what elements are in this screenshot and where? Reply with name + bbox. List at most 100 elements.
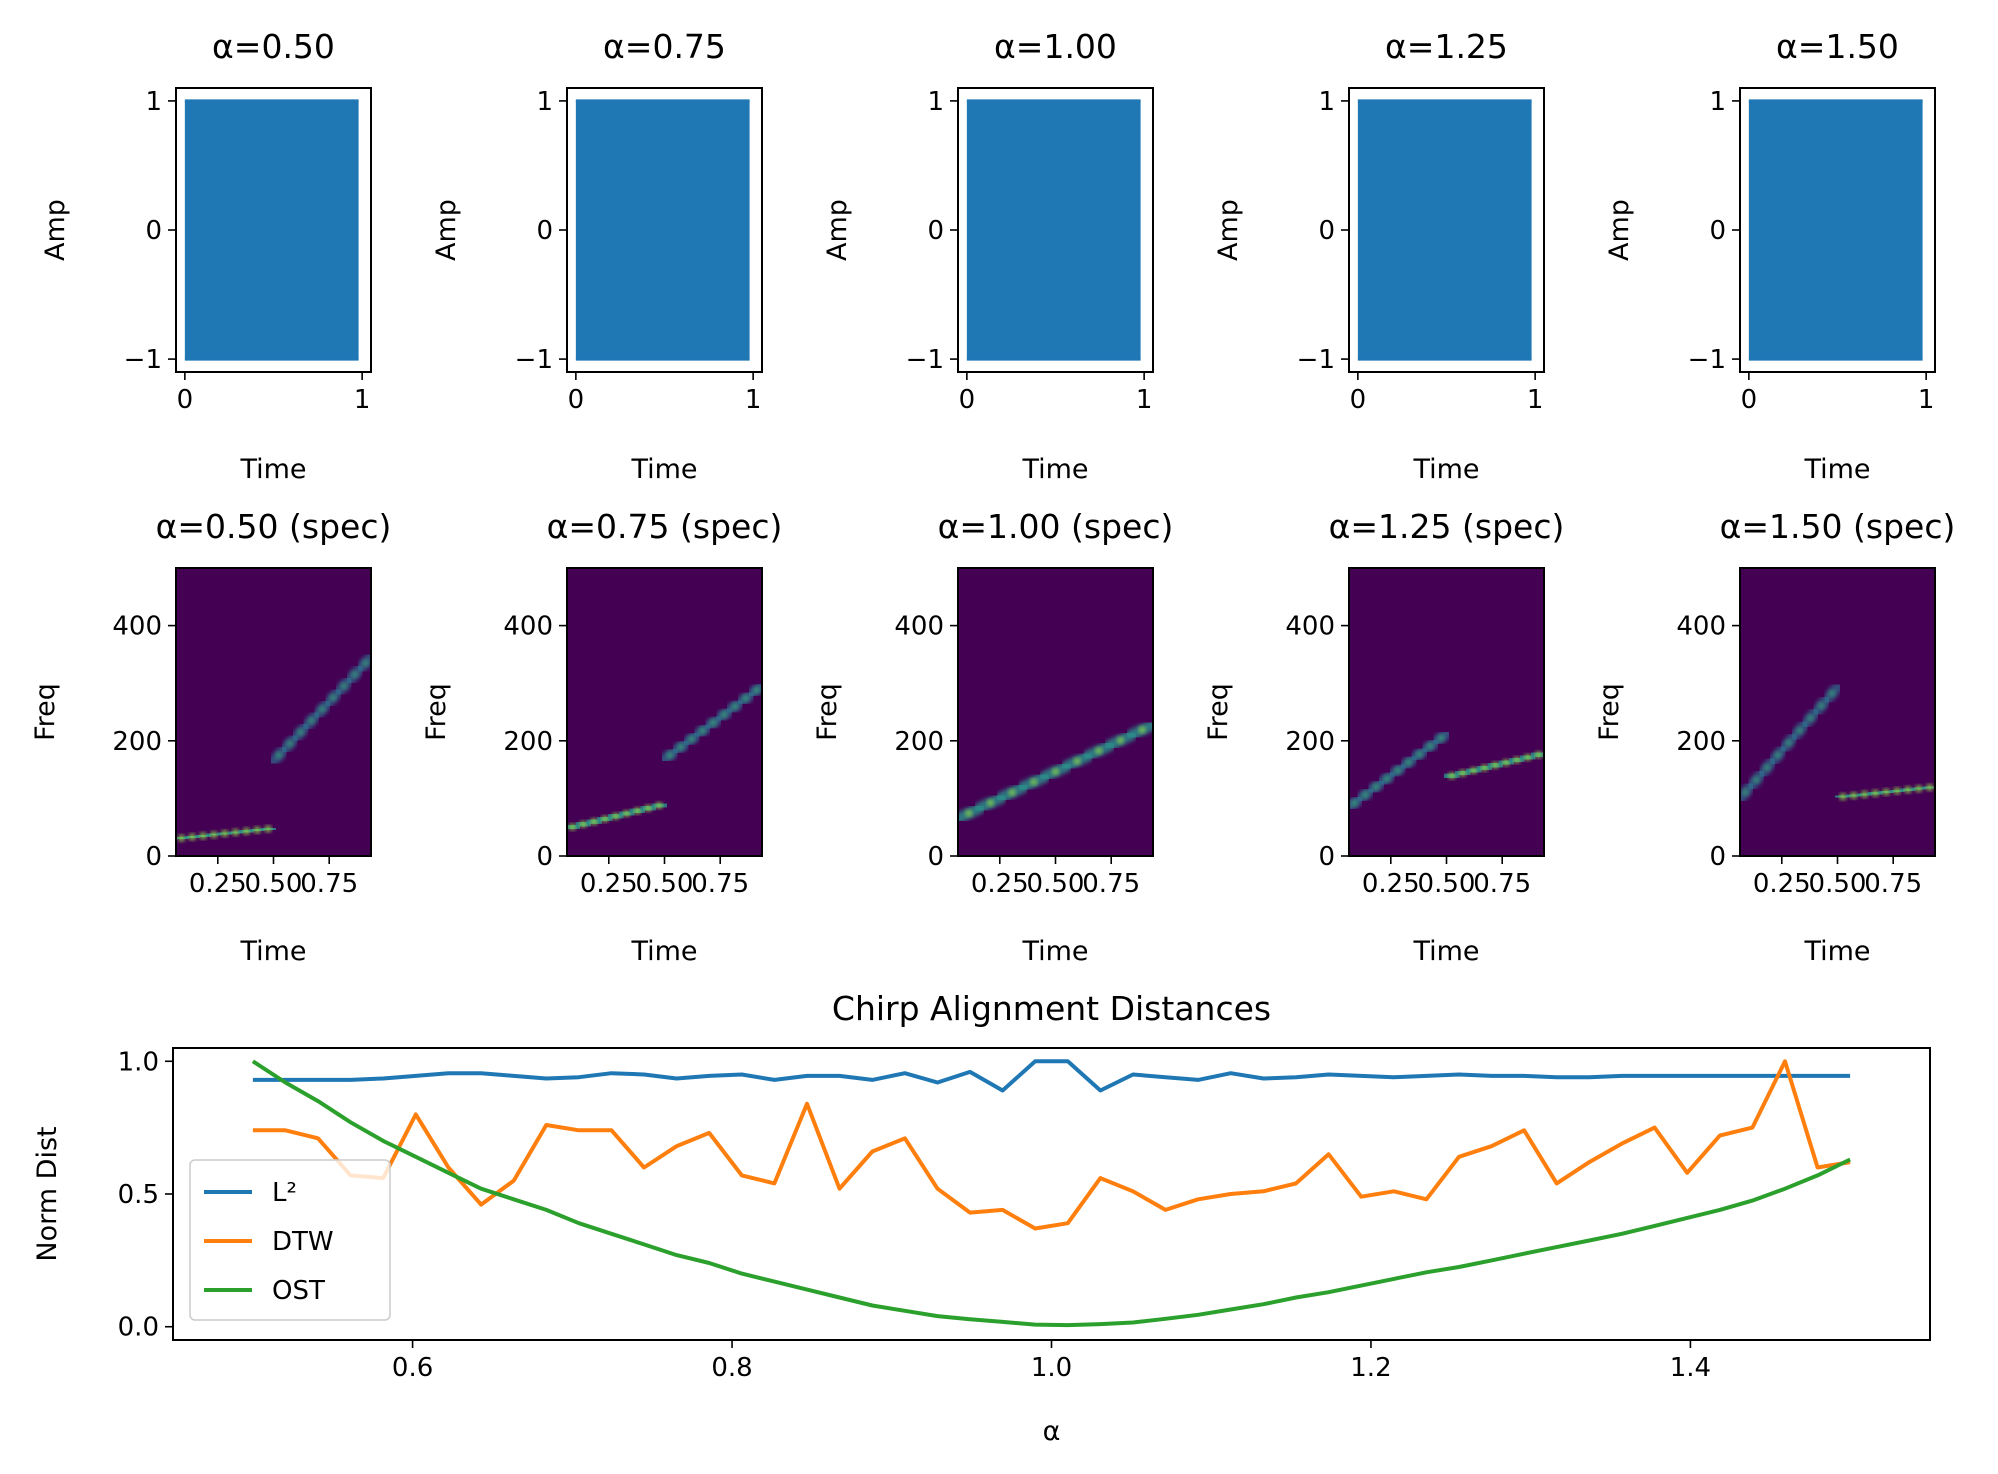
spec-panel-2-ylabel: Freq <box>421 683 452 741</box>
spec-panel-3-ytick-label: 400 <box>894 612 944 642</box>
spec-panel-2-title: α=0.75 (spec) <box>547 507 783 546</box>
series-line-3 <box>251 1059 1851 1328</box>
signal-panel-1-xlabel: Time <box>239 454 306 485</box>
spec-panel-4-ridge-highlight <box>1437 734 1445 742</box>
spec-panel-3-ytick-label: 200 <box>894 727 944 757</box>
signal-panel-5-xtick-label: 0 <box>1741 385 1758 415</box>
spec-panel-1-ytick-label: 0 <box>145 842 162 872</box>
signal-panel-1-xtick-label: 0 <box>177 385 194 415</box>
legend-label-1: L² <box>272 1178 297 1208</box>
spec-panel-3-ridge-highlight <box>1095 747 1103 755</box>
signal-panel-5-ytick-label: 1 <box>1709 87 1726 117</box>
spec-panel-2-xlabel: Time <box>630 936 697 967</box>
spec-panel-3-ridge-highlight <box>965 809 973 817</box>
signal-panel-2: 0 1 1 0 −1 α=0.75 Time Amp <box>431 27 763 485</box>
spec-panel-2-xtick-label: 0.25 <box>580 869 638 899</box>
spec-panel-5-ytick-label: 0 <box>1709 842 1726 872</box>
signal-panel-5-waveform <box>1748 100 1923 360</box>
signal-panel-1-title: α=0.50 <box>212 27 335 66</box>
spec-panel-4-xtick-label: 0.75 <box>1473 869 1531 899</box>
spec-panel-3-ridge-highlight <box>1117 736 1124 744</box>
spec-panel-5-ridge-highlight <box>1741 788 1749 796</box>
spec-panel-3-ytick-label: 0 <box>927 842 944 872</box>
spec-panel-2-ridge-highlight <box>753 686 761 694</box>
spec-panel-5-ridge-highlight <box>1817 702 1825 710</box>
signal-panel-5-xlabel: Time <box>1803 454 1870 485</box>
signal-panel-4-title: α=1.25 <box>1385 27 1508 66</box>
spec-panel-5-ridge-highlight <box>1752 776 1760 784</box>
spec-panel-1-ytick-label: 400 <box>112 612 162 642</box>
distance-chart-xtick-label: 0.6 <box>392 1353 433 1383</box>
distance-chart-ytick-label: 0.5 <box>118 1180 159 1210</box>
signal-panel-2-waveform <box>575 100 750 360</box>
spec-panel-3: 0.250.500.75 400 200 0 α=1.00 (spec) Time Freq <box>812 507 1173 967</box>
signal-panel-4-xtick-label: 1 <box>1527 385 1544 415</box>
signal-panel-2-ylabel: Amp <box>431 199 462 261</box>
signal-panel-4-waveform-edge <box>1357 99 1532 361</box>
signal-panel-5-xtick-label: 1 <box>1918 385 1935 415</box>
spec-panel-4-ridge-highlight <box>1535 751 1543 759</box>
spec-panel-4-xlabel: Time <box>1412 936 1479 967</box>
spec-panel-2-ytick-label: 400 <box>503 612 553 642</box>
signal-panel-4: 0 1 1 0 −1 α=1.25 Time Amp <box>1213 27 1545 485</box>
distance-chart-xtick-label: 1.0 <box>1031 1353 1072 1383</box>
spec-panel-3-background <box>958 568 1153 856</box>
signal-panel-1-waveform <box>184 100 359 360</box>
legend-label-3: OST <box>272 1276 325 1306</box>
spec-panel-3-ridge-highlight <box>1138 726 1146 734</box>
signal-panel-3-ytick-label: 0 <box>927 216 944 246</box>
spec-panel-3-ridge-highlight <box>1008 788 1016 796</box>
signal-panel-3-xlabel: Time <box>1021 454 1088 485</box>
signal-panel-4-ytick-label: −1 <box>1297 345 1335 375</box>
signal-panel-3-ytick-label: −1 <box>906 345 944 375</box>
spec-panel-4-ytick-label: 0 <box>1318 842 1335 872</box>
spec-panel-3-ridge-highlight <box>1030 778 1038 786</box>
spec-panel-2-xtick-label: 0.75 <box>691 869 749 899</box>
spec-panel-3-xtick-label: 0.50 <box>1027 869 1085 899</box>
spec-panel-2-ridges <box>567 680 762 834</box>
spec-panel-3-xtick-label: 0.25 <box>971 869 1029 899</box>
spec-panel-1-ridge-highlight <box>264 825 272 833</box>
distance-chart-ytick-label: 0.0 <box>118 1313 159 1343</box>
spec-panel-4-ytick-label: 200 <box>1285 727 1335 757</box>
signal-panel-1-ylabel: Amp <box>40 199 71 261</box>
spec-panel-5-ridge-highlight <box>1785 739 1793 747</box>
signal-panel-3-xtick-label: 0 <box>959 385 976 415</box>
signal-panel-4-ylabel: Amp <box>1213 199 1244 261</box>
spec-panel-1-ytick-label: 200 <box>112 727 162 757</box>
signal-panel-2-waveform-edge <box>575 99 750 361</box>
distance-chart-ylabel: Norm Dist <box>32 1126 63 1261</box>
spec-panel-4: 0.250.500.75 400 200 0 α=1.25 (spec) Time Freq <box>1203 507 1564 967</box>
distance-chart-xtick-label: 0.8 <box>711 1353 752 1383</box>
spec-panel-1-xtick-label: 0.25 <box>189 869 247 899</box>
spec-panel-5-ytick-label: 400 <box>1676 612 1726 642</box>
signal-panel-4-xtick-label: 0 <box>1350 385 1367 415</box>
spec-panel-2-ytick-label: 200 <box>503 727 553 757</box>
spec-panel-4-ridges <box>1349 728 1544 813</box>
distance-chart-series <box>251 1059 1851 1328</box>
legend-label-2: DTW <box>272 1227 334 1257</box>
signal-panel-2-ytick-label: 1 <box>536 87 553 117</box>
legend-box <box>189 1159 391 1321</box>
signal-panel-5-title: α=1.50 <box>1776 27 1899 66</box>
spec-panel-1-title: α=0.50 (spec) <box>156 507 392 546</box>
spec-panel-3-xlabel: Time <box>1021 936 1088 967</box>
distance-chart-xtick-label: 1.4 <box>1670 1353 1711 1383</box>
spec-panel-5-ridges <box>1740 681 1935 804</box>
signal-panel-1-xtick-label: 1 <box>354 385 371 415</box>
spec-panel-2-xtick-label: 0.50 <box>636 869 694 899</box>
spec-panel-3-ridge-highlight <box>1052 768 1059 776</box>
spec-panel-5-xtick-label: 0.25 <box>1753 869 1811 899</box>
spec-panel-2: 0.250.500.75 400 200 0 α=0.75 (spec) Time Freq <box>421 507 782 967</box>
spec-panel-5-xtick-label: 0.50 <box>1809 869 1867 899</box>
signal-panel-5-waveform-edge <box>1748 99 1923 361</box>
signal-panel-3-xtick-label: 1 <box>1136 385 1153 415</box>
signal-panel-5-ylabel: Amp <box>1604 199 1635 261</box>
spec-panel-3-ridge-highlight <box>1073 757 1081 765</box>
signal-panel-5: 0 1 1 0 −1 α=1.50 Time Amp <box>1604 27 1936 485</box>
spec-panel-5-ylabel: Freq <box>1594 683 1625 741</box>
signal-panel-3-ylabel: Amp <box>822 199 853 261</box>
signal-panel-1-ytick-label: −1 <box>124 345 162 375</box>
spec-panel-1-xtick-label: 0.75 <box>300 869 358 899</box>
